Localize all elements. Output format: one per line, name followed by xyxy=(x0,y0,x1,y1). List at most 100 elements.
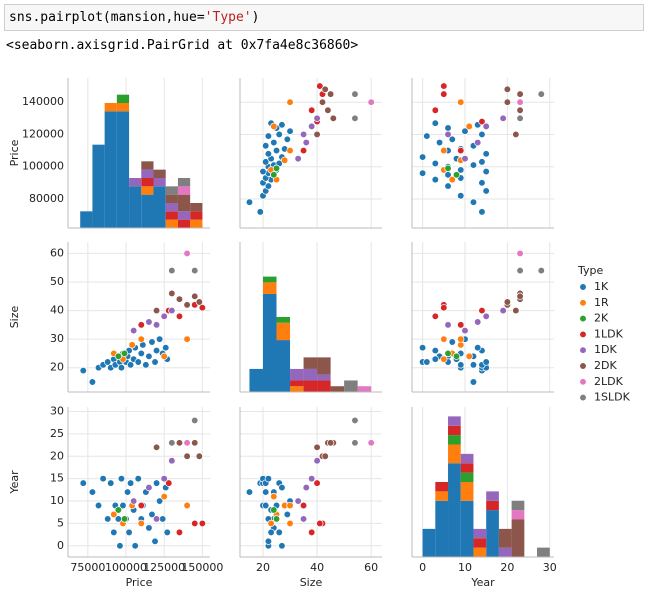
y-tick-label: 50 xyxy=(50,275,64,288)
scatter-point xyxy=(168,289,176,298)
scatter-point xyxy=(152,479,161,487)
scatter-point xyxy=(482,167,490,176)
scatter-point xyxy=(264,132,273,140)
scatter-point xyxy=(444,349,452,358)
scatter-point xyxy=(351,90,359,98)
scatter-point xyxy=(457,361,465,369)
y-axis-label: Price xyxy=(8,139,21,166)
hist-bar xyxy=(190,211,203,220)
scatter-point xyxy=(114,506,123,514)
scatter-point xyxy=(152,346,161,355)
hist-bar xyxy=(448,435,461,445)
scatter-point xyxy=(423,132,431,140)
scatter-point xyxy=(469,198,478,206)
x-tick-label: 60 xyxy=(364,561,378,574)
scatter-point xyxy=(175,528,184,537)
code: sns.pairplot(mansion,hue= xyxy=(9,10,205,25)
scatter-point xyxy=(137,501,145,510)
scatter-point xyxy=(145,524,153,532)
scatter-point xyxy=(267,528,275,537)
hist-bar xyxy=(435,482,449,492)
legend-label: 1LDK xyxy=(594,327,624,340)
hist-bar xyxy=(129,186,142,228)
scatter-point xyxy=(452,352,461,360)
scatter-point xyxy=(444,164,452,172)
scatter-point xyxy=(272,164,281,172)
scatter-point xyxy=(160,474,168,483)
hist-bar xyxy=(317,380,331,392)
scatter-point xyxy=(107,479,115,487)
hist-bar xyxy=(498,528,512,548)
hist-bar xyxy=(262,282,277,294)
code: ) xyxy=(251,10,260,25)
scatter-point xyxy=(183,501,191,510)
scatter-point xyxy=(175,312,184,320)
scatter-point xyxy=(469,378,478,386)
scatter-point xyxy=(183,249,191,258)
x-tick-label: 40 xyxy=(310,561,324,574)
code-cell[interactable]: sns.pairplot(mansion,hue='Type') xyxy=(4,4,644,31)
scatter-point xyxy=(117,364,126,372)
scatter-point xyxy=(160,492,168,501)
scatter-point xyxy=(302,483,310,492)
hist-bar xyxy=(290,368,304,381)
scatter-point xyxy=(283,510,291,519)
scatter-point xyxy=(159,515,167,523)
y-tick-label: 60 xyxy=(50,246,64,259)
scatter-point xyxy=(440,82,448,90)
scatter-point xyxy=(457,192,465,200)
scatter-point xyxy=(110,510,118,519)
hist-bar xyxy=(92,144,105,228)
scatter-point xyxy=(469,361,478,369)
scatter-point xyxy=(313,457,321,465)
scatter-point xyxy=(145,352,153,360)
scatter-point xyxy=(145,318,153,326)
scatter-point xyxy=(351,416,359,425)
scatter-point xyxy=(79,366,87,375)
legend-label: 2DK xyxy=(594,359,617,372)
scatter-point xyxy=(264,150,273,158)
hist-bar xyxy=(141,194,154,228)
legend-label: 1DK xyxy=(594,343,617,356)
scatter-point xyxy=(367,439,375,447)
scatter-point xyxy=(145,483,153,492)
scatter-point xyxy=(418,169,427,177)
scatter-point xyxy=(512,130,520,139)
scatter-point xyxy=(444,182,452,190)
hist-bar xyxy=(141,186,154,195)
legend-marker xyxy=(579,283,587,291)
scatter-point xyxy=(299,146,308,155)
scatter-point xyxy=(431,175,439,184)
hist-bar xyxy=(511,519,525,557)
scatter-point xyxy=(175,439,184,447)
scatter-point xyxy=(264,537,273,545)
scatter-point xyxy=(270,122,278,131)
scatter-point xyxy=(191,292,199,300)
hist-bar xyxy=(473,538,487,548)
scatter-point xyxy=(537,90,545,98)
x-tick-label: 20 xyxy=(256,561,270,574)
hist-bar xyxy=(473,547,487,557)
scatter-point xyxy=(318,98,327,106)
scatter-point xyxy=(262,501,270,510)
scatter-point xyxy=(448,135,456,143)
y-tick-label: 140000 xyxy=(22,95,64,108)
scatter-point xyxy=(308,122,316,131)
scatter-point xyxy=(418,344,427,352)
hist-bar xyxy=(165,211,178,220)
scatter-point xyxy=(104,358,112,366)
legend-label: 1SLDK xyxy=(594,391,631,404)
scatter-point xyxy=(461,326,469,335)
scatter-point xyxy=(299,130,308,139)
scatter-point xyxy=(272,515,281,523)
scatter-point xyxy=(478,179,486,187)
y-tick-label: 20 xyxy=(50,361,64,374)
scatter-point xyxy=(516,98,524,106)
hist-bar xyxy=(177,219,191,228)
scatter-point xyxy=(316,519,324,528)
scatter-point xyxy=(482,312,490,320)
scatter-point xyxy=(119,501,127,510)
x-tick-label: 150000 xyxy=(181,561,223,574)
scatter-point xyxy=(126,361,135,369)
scatter-point xyxy=(168,266,176,275)
